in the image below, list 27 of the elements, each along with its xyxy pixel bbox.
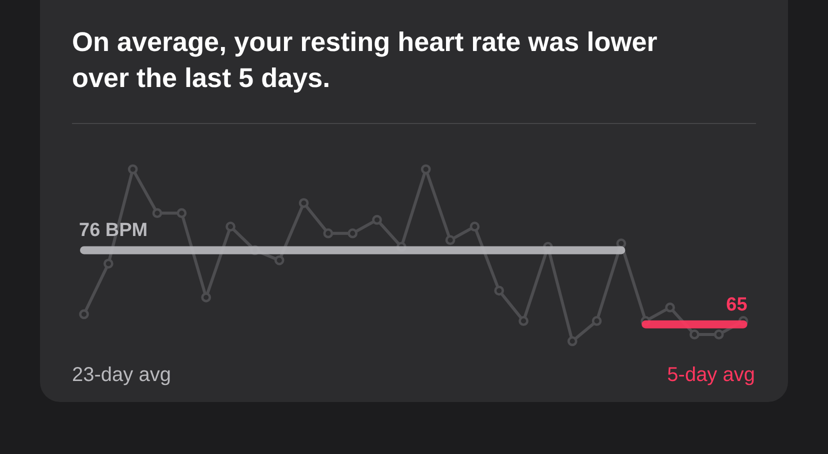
point [103,258,114,269]
point [372,214,382,225]
point [494,286,504,296]
point [152,208,162,218]
point [323,228,334,238]
point [665,302,675,312]
point [226,222,236,232]
point [470,222,480,232]
point [79,309,89,320]
point [518,316,528,326]
point [420,164,431,174]
data-label: 76 BPM [79,220,148,242]
point [201,292,212,302]
point [348,228,358,238]
data-label: 65 [726,294,748,316]
point [592,316,602,326]
series-label: 5-day avg [667,364,755,386]
point [298,198,309,208]
point [445,235,456,246]
point [690,330,700,340]
text: 23-day avg [72,364,171,386]
point [567,336,578,346]
point [714,330,724,340]
point [274,255,284,266]
chart-title: On average, your resting heart rate was lower over the last 5 days. [72,27,658,93]
point [176,208,187,218]
point [128,164,138,174]
